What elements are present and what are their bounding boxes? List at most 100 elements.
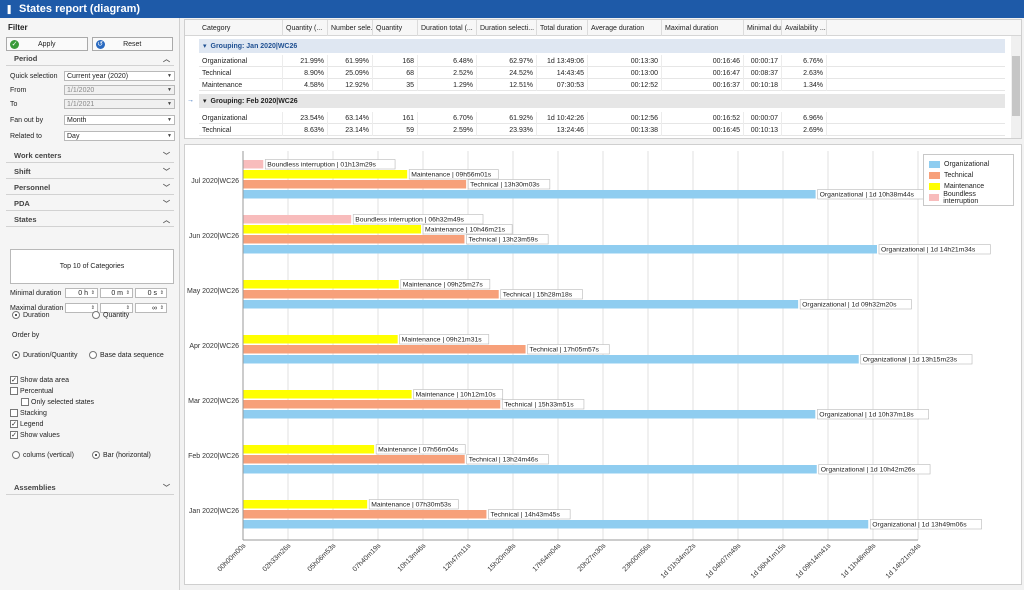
show-data-area-checkbox[interactable]: ✓ Show data area (10, 376, 69, 384)
chart-legend: Organizational Technical Maintenance Bou… (923, 154, 1014, 206)
stacking-label: Stacking (20, 409, 47, 417)
x-tick-label: 1d 14h21m34s (885, 542, 923, 580)
filter-header: Filter (8, 23, 28, 32)
cell-value: 1d 10:42:26 (537, 112, 588, 124)
section-work-centers[interactable]: Work centers ﹀ (6, 149, 174, 163)
reset-button[interactable]: ↺ Reset (91, 37, 173, 51)
data-label-box (501, 399, 585, 410)
from-date-value: 1/1/2020 (67, 86, 95, 94)
max-seconds-spinner[interactable]: ∞ ⇕ (135, 303, 167, 313)
radio-order-base-data[interactable]: Base data sequence (89, 351, 164, 359)
col-header-average-duration[interactable]: Average duration (588, 20, 662, 36)
min-duration-label: Minimal duration (10, 290, 62, 297)
cell-value: 00:10:18 (744, 79, 782, 91)
data-label: Technical | 13h23m59s (468, 237, 538, 244)
legend-label: Boundless interruption (943, 190, 979, 205)
bar-maintenance (243, 225, 422, 234)
scrollbar-thumb[interactable] (1012, 56, 1020, 116)
table-row[interactable]: Organizational 23.54% 63.14% 161 6.70% 6… (199, 112, 1005, 124)
cell-value: 6.96% (782, 112, 827, 124)
data-label-box (817, 409, 929, 420)
legend-swatch (929, 172, 940, 179)
to-date-field[interactable]: 1/1/2021 ▼ (64, 99, 175, 109)
show-values-checkbox[interactable]: ✓ Show values (10, 431, 60, 439)
section-shift[interactable]: Shift ﹀ (6, 165, 174, 179)
section-personnel[interactable]: Personnel ﹀ (6, 181, 174, 195)
dropdown-arrow-icon: ▼ (167, 117, 172, 123)
radio-quantity[interactable]: Quantity (92, 311, 129, 319)
cell-value: 8.63% (283, 124, 328, 136)
only-selected-states-checkbox[interactable]: Only selected states (21, 398, 94, 406)
section-states[interactable]: States ︿ (6, 213, 174, 227)
col-header-minimal-duration[interactable]: Minimal durati... (744, 20, 782, 36)
spin-arrows-icon: ⇕ (90, 290, 95, 296)
filter-panel: Filter ✓ Apply ↺ Reset Period ︿ Quick se… (0, 18, 180, 590)
section-pda[interactable]: PDA ﹀ (6, 197, 174, 211)
chevron-down-icon: ﹀ (163, 152, 170, 160)
percentual-checkbox[interactable]: Percentual (10, 387, 53, 395)
col-header-quantity[interactable]: Quantity (373, 20, 418, 36)
category-label: Mar 2020|WC26 (188, 398, 239, 405)
table-row[interactable]: Maintenance 4.58% 12.92% 35 1.29% 12.51%… (199, 79, 1005, 91)
cell-value: 00:10:13 (744, 124, 782, 136)
col-header-category[interactable]: Category (199, 20, 283, 36)
radio-duration-label: Duration (23, 311, 50, 319)
top10-categories-box[interactable]: Top 10 of Categories (10, 249, 174, 284)
data-label: Organizational | 1d 14h21m34s (881, 247, 976, 254)
col-header-number-selected[interactable]: Number sele... (328, 20, 373, 36)
min-seconds-spinner[interactable]: 0 s ⇕ (135, 288, 167, 298)
col-header-availability[interactable]: Availability ... (782, 20, 827, 36)
bar-technical (243, 455, 465, 464)
col-header-duration-total[interactable]: Duration total (... (418, 20, 477, 36)
cell-value: 4.58% (283, 79, 328, 91)
bar-technical (243, 345, 526, 354)
cell-value: 2.59% (418, 124, 477, 136)
report-icon: ❚ (5, 3, 13, 14)
bar-maintenance (243, 280, 399, 289)
min-minutes-spinner[interactable]: 0 m ⇕ (100, 288, 133, 298)
radio-columns-vertical[interactable]: colums (vertical) (12, 451, 74, 459)
check-icon: ✓ (10, 40, 19, 49)
related-select[interactable]: Day ▼ (64, 131, 175, 141)
cell-value: 35 (373, 79, 418, 91)
x-tick-label: 15h20m38s (487, 542, 518, 573)
group-row-jan[interactable]: ▾ Grouping: Jan 2020|WC26 (199, 39, 1005, 53)
data-label-box (466, 234, 549, 245)
grid-vertical-scrollbar[interactable] (1011, 36, 1021, 138)
col-header-duration-selected[interactable]: Duration selecti... (477, 20, 537, 36)
states-grid: Category Quantity (... Number sele... Qu… (184, 19, 1022, 139)
table-row[interactable]: Organizational 21.99% 61.99% 168 6.48% 6… (199, 55, 1005, 67)
stacking-checkbox[interactable]: Stacking (10, 409, 47, 417)
checkbox-empty-icon (10, 409, 18, 417)
col-header-total-duration[interactable]: Total duration (537, 20, 588, 36)
section-assemblies[interactable]: Assemblies ﹀ (6, 481, 174, 495)
group-row-feb[interactable]: ▾ Grouping: Feb 2020|WC26 (199, 94, 1005, 108)
legend-checkbox[interactable]: ✓ Legend (10, 420, 43, 428)
from-date-field[interactable]: 1/1/2020 ▼ (64, 85, 175, 95)
quick-selection-select[interactable]: Current year (2020) ▼ (64, 71, 175, 81)
col-header-maximal-duration[interactable]: Maximal duration (662, 20, 744, 36)
max-hours-spinner[interactable]: ⇕ (65, 303, 98, 313)
section-states-label: States (14, 215, 37, 224)
radio-order-duration-quantity[interactable]: Duration/Quantity (12, 351, 77, 359)
radio-bar-horizontal[interactable]: Bar (horizontal) (92, 451, 151, 459)
max-minutes-spinner[interactable]: ⇕ (100, 303, 133, 313)
apply-button[interactable]: ✓ Apply (6, 37, 88, 51)
table-row[interactable]: Technical 8.63% 23.14% 59 2.59% 23.93% 1… (199, 124, 1005, 136)
max-infinity-value: ∞ (152, 304, 157, 312)
data-label: Technical | 13h30m03s (470, 182, 540, 189)
col-header-quantity-pct[interactable]: Quantity (... (283, 20, 328, 36)
table-row[interactable]: Technical 8.90% 25.09% 68 2.52% 24.52% 1… (199, 67, 1005, 79)
radio-duration[interactable]: Duration (12, 311, 49, 319)
data-label: Technical | 14h43m45s (490, 512, 560, 519)
dropdown-arrow-icon: ▼ (167, 73, 172, 79)
cell-value: 168 (373, 55, 418, 67)
bar-organizational (243, 190, 816, 199)
grid-header: Category Quantity (... Number sele... Qu… (185, 20, 1021, 36)
fan-out-select[interactable]: Month ▼ (64, 115, 175, 125)
cell-value: 23.14% (328, 124, 373, 136)
section-period[interactable]: Period ︿ (6, 52, 174, 66)
min-hours-spinner[interactable]: 0 h ⇕ (65, 288, 98, 298)
bar-boundless-interruption (243, 215, 352, 224)
cell-value: 12.92% (328, 79, 373, 91)
